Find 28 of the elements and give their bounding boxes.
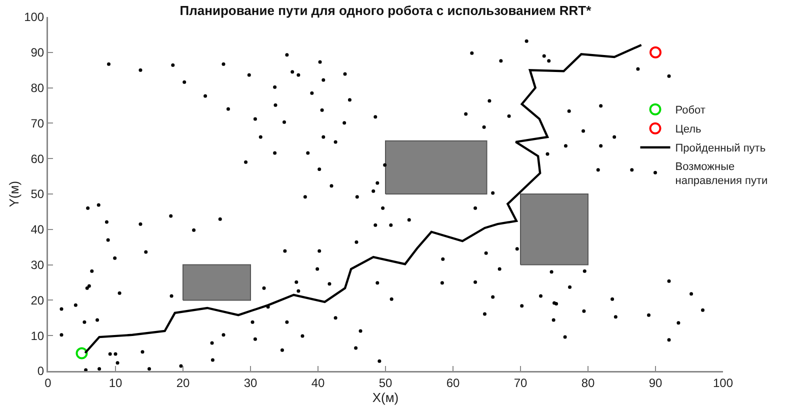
x-tick-label: 50 (378, 376, 392, 390)
y-tick-label: 0 (37, 364, 44, 378)
chart-title: Планирование пути для одного робота с использованием RRT* (180, 3, 592, 18)
legend-label: Робот (675, 104, 706, 117)
y-tick-label: 70 (30, 116, 44, 130)
x-tick-label: 90 (648, 376, 662, 390)
x-tick-label: 100 (712, 376, 734, 390)
x-axis-title: X(м) (372, 390, 399, 405)
x-tick-label: 70 (514, 376, 528, 390)
y-tick-label: 80 (30, 81, 44, 95)
y-tick-label: 20 (30, 293, 44, 308)
y-tick-label: 10 (30, 328, 44, 343)
y-tick-label: 60 (30, 152, 44, 166)
legend-label: Пройденный путь (675, 142, 766, 155)
y-tick-label: 90 (30, 46, 44, 60)
y-tick-label: 50 (30, 187, 44, 202)
x-tick-label: 30 (244, 376, 258, 390)
x-tick-label: 40 (311, 376, 325, 390)
y-axis-title: Y(м) (6, 180, 22, 208)
y-tick-label: 30 (30, 258, 44, 272)
y-tick-label: 100 (24, 10, 44, 24)
x-tick-label: 20 (176, 376, 190, 390)
x-tick-label: 60 (446, 376, 460, 390)
legend-label: Цель (675, 124, 702, 136)
x-tick-label: 10 (108, 376, 122, 390)
x-tick-label: 80 (581, 376, 595, 390)
y-tick-label: 40 (30, 222, 44, 237)
legend-label: Возможные направления пути (675, 160, 768, 188)
